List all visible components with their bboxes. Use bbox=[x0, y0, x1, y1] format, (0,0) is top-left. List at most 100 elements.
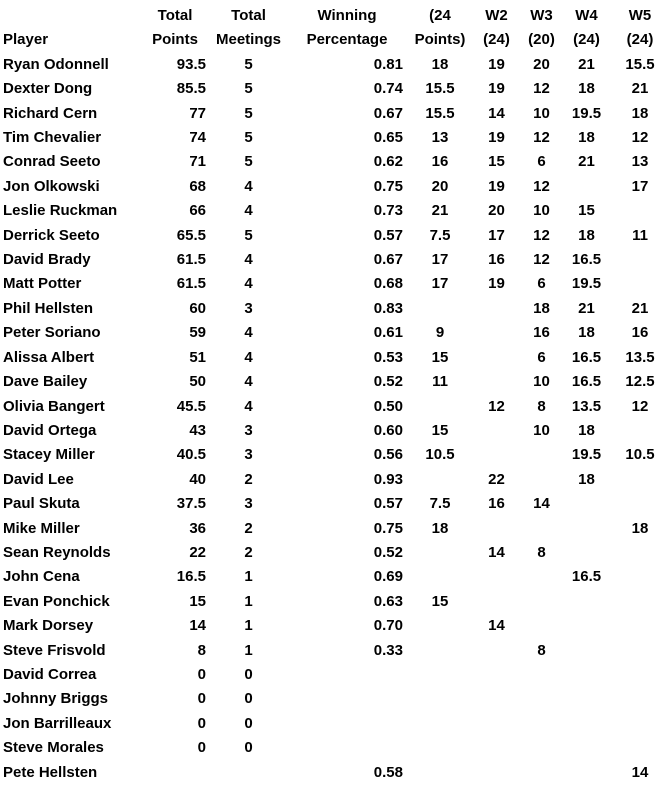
cell-total-meetings[interactable]: 3 bbox=[244, 299, 253, 317]
cell-w1-24-points[interactable]: 18 bbox=[431, 519, 449, 537]
cell-w3[interactable]: 10 bbox=[533, 202, 550, 220]
cell-player[interactable]: Pete Hellsten bbox=[3, 763, 98, 781]
cell-w5[interactable] bbox=[610, 614, 670, 638]
cell-total-meetings[interactable]: 5 bbox=[244, 153, 253, 171]
cell-total-points[interactable]: 45.5 bbox=[176, 397, 206, 415]
cell-w2[interactable] bbox=[473, 761, 520, 785]
cell-w4[interactable] bbox=[563, 541, 610, 565]
cell-w1-24-points[interactable]: 16 bbox=[431, 153, 449, 171]
cell-w5[interactable]: 18 bbox=[631, 519, 649, 537]
cell-player[interactable]: Jon Barrilleaux bbox=[3, 714, 112, 732]
cell-w1-24-points[interactable] bbox=[407, 663, 473, 687]
cell-total-meetings[interactable]: 3 bbox=[244, 421, 253, 439]
cell-player[interactable]: Phil Hellsten bbox=[3, 299, 94, 317]
cell-w5[interactable] bbox=[610, 541, 670, 565]
header-winning-pct-line2[interactable]: Percentage bbox=[306, 31, 388, 49]
header-total-points-line1[interactable]: Total bbox=[157, 7, 193, 24]
cell-winning-percentage[interactable] bbox=[287, 687, 407, 711]
cell-w1-24-points[interactable]: 15.5 bbox=[425, 104, 455, 122]
cell-total-points[interactable]: 74 bbox=[189, 129, 206, 147]
cell-total-points[interactable]: 40.5 bbox=[176, 446, 206, 464]
cell-w3[interactable] bbox=[520, 712, 563, 736]
cell-w2[interactable]: 20 bbox=[488, 202, 505, 220]
cell-total-meetings[interactable]: 1 bbox=[244, 617, 253, 635]
cell-player[interactable]: John Cena bbox=[3, 568, 80, 586]
cell-w2[interactable]: 19 bbox=[488, 177, 505, 195]
cell-w2[interactable] bbox=[473, 346, 520, 370]
cell-player[interactable]: Paul Skuta bbox=[3, 495, 80, 513]
cell-winning-percentage[interactable]: 0.58 bbox=[373, 763, 403, 781]
cell-w5[interactable] bbox=[610, 468, 670, 492]
cell-total-points[interactable]: 61.5 bbox=[176, 275, 206, 293]
header-w1-24points-line1[interactable]: (24 bbox=[429, 7, 451, 24]
cell-w4[interactable] bbox=[563, 663, 610, 687]
cell-w5[interactable]: 15.5 bbox=[625, 55, 655, 73]
cell-w1-24-points[interactable] bbox=[407, 761, 473, 785]
cell-total-points[interactable]: 0 bbox=[197, 690, 206, 708]
cell-w2[interactable]: 17 bbox=[488, 226, 505, 244]
cell-total-meetings[interactable]: 1 bbox=[244, 641, 253, 659]
cell-w5[interactable]: 13 bbox=[631, 153, 649, 171]
cell-total-meetings[interactable]: 5 bbox=[244, 129, 253, 147]
cell-w5[interactable]: 21 bbox=[631, 299, 649, 317]
header-total-meetings-line1[interactable]: Total bbox=[231, 7, 266, 24]
cell-w3[interactable]: 8 bbox=[537, 641, 546, 659]
header-w1-24points-line2[interactable]: Points) bbox=[414, 31, 466, 49]
cell-w3[interactable]: 6 bbox=[537, 275, 546, 293]
cell-w2[interactable]: 15 bbox=[488, 153, 505, 171]
header-w3-line2[interactable]: (20) bbox=[528, 31, 555, 49]
cell-w2[interactable]: 19 bbox=[488, 129, 505, 147]
cell-winning-percentage[interactable]: 0.52 bbox=[373, 543, 403, 561]
cell-winning-percentage[interactable]: 0.61 bbox=[373, 324, 403, 342]
cell-total-meetings[interactable]: 1 bbox=[244, 568, 253, 586]
header-total-points-line2[interactable]: Points bbox=[152, 31, 198, 49]
cell-total-meetings[interactable]: 2 bbox=[244, 470, 253, 488]
cell-w1-24-points[interactable]: 20 bbox=[431, 177, 449, 195]
cell-winning-percentage[interactable] bbox=[287, 736, 407, 760]
cell-w3[interactable]: 6 bbox=[537, 348, 546, 366]
cell-w3[interactable]: 8 bbox=[537, 397, 546, 415]
cell-winning-percentage[interactable]: 0.93 bbox=[373, 470, 403, 488]
cell-total-points[interactable]: 16.5 bbox=[176, 568, 206, 586]
cell-w4[interactable] bbox=[563, 492, 610, 516]
cell-w5[interactable] bbox=[610, 712, 670, 736]
cell-w1-24-points[interactable]: 15.5 bbox=[425, 80, 455, 98]
cell-w2[interactable]: 14 bbox=[488, 617, 505, 635]
cell-total-points[interactable]: 59 bbox=[189, 324, 206, 342]
cell-player[interactable]: David Lee bbox=[3, 470, 74, 488]
cell-player[interactable]: Dave Bailey bbox=[3, 373, 88, 391]
cell-w2[interactable] bbox=[473, 443, 520, 467]
cell-total-meetings[interactable]: 4 bbox=[244, 202, 253, 220]
header-w2-line1[interactable]: W2 bbox=[485, 7, 508, 24]
cell-w3[interactable] bbox=[520, 590, 563, 614]
cell-winning-percentage[interactable]: 0.81 bbox=[373, 55, 403, 73]
cell-w4[interactable] bbox=[563, 614, 610, 638]
cell-w3[interactable] bbox=[520, 468, 563, 492]
cell-total-points[interactable]: 15 bbox=[189, 592, 206, 610]
cell-player[interactable]: Matt Potter bbox=[3, 275, 82, 293]
cell-total-points[interactable]: 0 bbox=[197, 739, 206, 757]
cell-w2[interactable] bbox=[473, 321, 520, 345]
cell-w2[interactable] bbox=[473, 663, 520, 687]
cell-w5[interactable]: 21 bbox=[631, 80, 649, 98]
cell-player[interactable]: Jon Olkowski bbox=[3, 177, 100, 195]
cell-w1-24-points[interactable]: 17 bbox=[431, 251, 449, 269]
cell-total-points[interactable]: 37.5 bbox=[176, 495, 206, 513]
cell-w2[interactable]: 19 bbox=[488, 275, 505, 293]
cell-winning-percentage[interactable]: 0.52 bbox=[373, 373, 403, 391]
cell-w4[interactable]: 18 bbox=[578, 129, 595, 147]
cell-w2[interactable] bbox=[473, 639, 520, 663]
cell-w5[interactable] bbox=[610, 663, 670, 687]
cell-w1-24-points[interactable] bbox=[407, 639, 473, 663]
cell-total-points[interactable]: 14 bbox=[189, 617, 206, 635]
cell-w5[interactable]: 14 bbox=[631, 763, 649, 781]
cell-player[interactable]: Peter Soriano bbox=[3, 324, 101, 342]
cell-w4[interactable]: 15 bbox=[578, 202, 595, 220]
header-w5-line1[interactable]: W5 bbox=[628, 7, 652, 24]
cell-w4[interactable] bbox=[563, 761, 610, 785]
cell-w4[interactable]: 19.5 bbox=[571, 104, 602, 122]
cell-w5[interactable] bbox=[610, 419, 670, 443]
cell-total-meetings[interactable]: 5 bbox=[244, 104, 253, 122]
cell-total-meetings[interactable]: 0 bbox=[244, 739, 253, 757]
cell-w5[interactable] bbox=[610, 248, 670, 272]
